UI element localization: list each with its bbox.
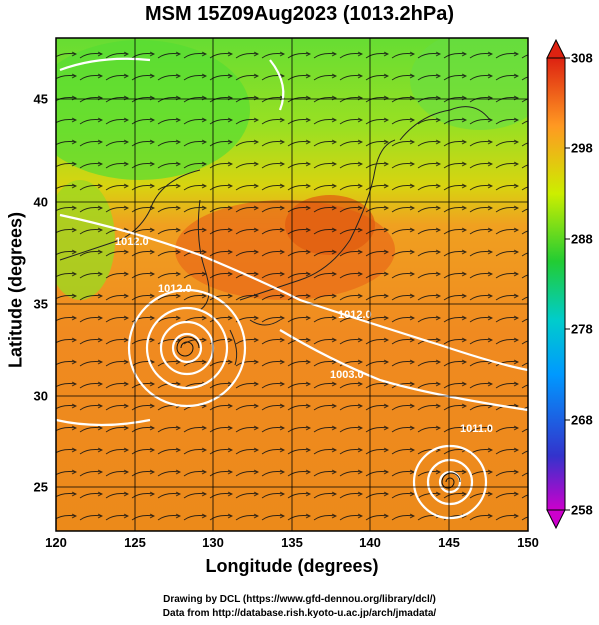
isobar-label: 1011.0 bbox=[460, 423, 493, 435]
plot-frame bbox=[55, 37, 529, 532]
grid-lines bbox=[56, 38, 528, 531]
credit-drawing: Drawing by DCL (https://www.gfd-dennou.o… bbox=[163, 594, 436, 605]
map-field: 1012.0 1012.0 1003.0 1011.0 1012.0 bbox=[56, 38, 528, 531]
colorbar-tick-label: 278 bbox=[571, 321, 593, 337]
coastlines bbox=[59, 106, 491, 366]
x-tick-label: 125 bbox=[124, 535, 146, 550]
x-axis-label: Longitude (degrees) bbox=[205, 556, 379, 576]
colorbar-tick-label: 308 bbox=[571, 50, 593, 66]
y-tick-label: 30 bbox=[33, 388, 48, 404]
y-tick-label: 25 bbox=[33, 479, 48, 495]
colorbar-tick-label: 298 bbox=[571, 140, 593, 156]
x-tick-label: 145 bbox=[438, 535, 460, 550]
colorbar bbox=[546, 38, 570, 530]
y-tick-label: 40 bbox=[33, 194, 48, 210]
x-tick-label: 120 bbox=[45, 535, 67, 550]
isobars bbox=[56, 57, 528, 520]
isobar-label: 1012.0 bbox=[338, 309, 372, 321]
map-title: MSM 15Z09Aug2023 (1013.2hPa) bbox=[144, 3, 455, 25]
y-axis-label: Latitude (degrees) bbox=[5, 211, 26, 369]
x-tick-label: 135 bbox=[281, 535, 303, 550]
colorbar-max-arrow bbox=[546, 38, 566, 59]
isobar-label: 1012.0 bbox=[115, 236, 149, 248]
colorbar-tick-label: 268 bbox=[571, 412, 593, 428]
y-tick-label: 35 bbox=[33, 296, 48, 312]
isobar-label: 1012.0 bbox=[158, 283, 192, 295]
x-tick-label: 140 bbox=[359, 535, 381, 550]
colorbar-min-arrow bbox=[546, 509, 566, 530]
y-tick-label: 45 bbox=[33, 91, 48, 107]
x-tick-label: 130 bbox=[202, 535, 224, 550]
x-tick-label: 150 bbox=[517, 535, 539, 550]
colorbar-tick-label: 258 bbox=[571, 502, 593, 518]
credit-data: Data from http://database.rish.kyoto-u.a… bbox=[162, 608, 437, 619]
colorbar-tick-label: 288 bbox=[571, 231, 593, 247]
isobar-label: 1003.0 bbox=[330, 369, 364, 381]
